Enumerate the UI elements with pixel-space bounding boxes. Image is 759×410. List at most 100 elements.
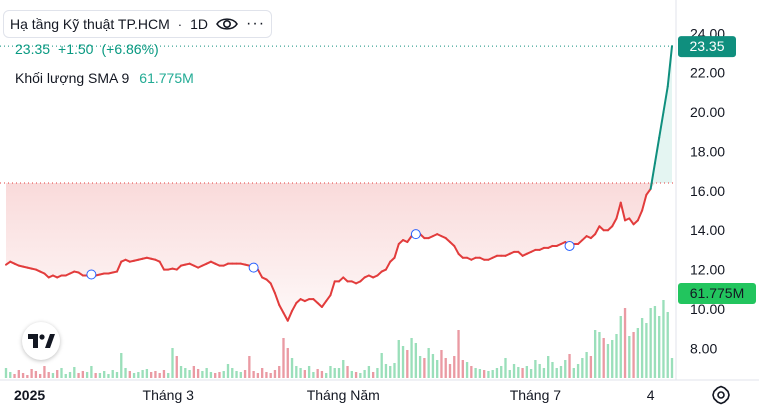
volume-bar: [653, 306, 657, 378]
volume-bar: [354, 372, 358, 378]
y-tick-label: 26.00: [690, 0, 725, 2]
volume-bar: [376, 368, 379, 378]
event-marker[interactable]: [86, 269, 97, 280]
axis-badges: 23.35 61.775M: [678, 36, 756, 304]
x-tick-label: Tháng 3: [143, 387, 195, 403]
volume-bar: [256, 373, 260, 378]
volume-bar: [201, 371, 204, 378]
x-tick-label: 4: [647, 387, 655, 403]
price-line-segment: [256, 268, 264, 279]
price-line-segment: [278, 304, 285, 314]
x-axis: 2025 Tháng 3 Tháng Năm Tháng 7 4: [14, 387, 655, 403]
above-baseline-area: [6, 46, 672, 183]
y-axis: 26.0024.0022.0020.0018.0016.0014.0012.00…: [690, 0, 725, 356]
volume-bar: [534, 360, 537, 378]
volume-bars: [4, 300, 674, 378]
price-line-segment: [653, 136, 661, 165]
volume-sma-value: 61.775M: [139, 70, 194, 86]
settings-gear-icon[interactable]: [711, 385, 731, 405]
volume-bar: [26, 375, 29, 378]
volume-bar: [64, 374, 67, 378]
volume-bar: [418, 356, 422, 378]
y-tick-label: 16.00: [690, 183, 725, 199]
price-line-segment: [628, 217, 635, 226]
volume-bar: [248, 356, 251, 378]
volume-bar: [611, 340, 614, 378]
volume-bar: [564, 360, 567, 378]
volume-bar: [440, 350, 443, 378]
volume-bar: [149, 372, 153, 378]
volume-bar: [640, 318, 644, 378]
volume-bar: [43, 366, 46, 378]
volume-bar: [214, 373, 217, 378]
more-icon[interactable]: ···: [246, 15, 266, 32]
tradingview-logo[interactable]: [22, 322, 60, 360]
volume-bar: [9, 372, 12, 378]
price-line-segment: [320, 300, 328, 308]
volume-bar: [367, 366, 371, 378]
interval-label[interactable]: 1D: [190, 16, 209, 32]
volume-bar: [470, 366, 473, 378]
volume-bar: [478, 369, 482, 378]
volume-bar: [346, 366, 349, 378]
volume-bar: [363, 370, 366, 378]
volume-bar: [226, 364, 230, 378]
event-markers[interactable]: [86, 229, 575, 280]
event-marker[interactable]: [410, 229, 421, 240]
volume-bar: [414, 343, 418, 378]
volume-bar: [508, 370, 511, 378]
volume-bar: [269, 373, 272, 378]
volume-bar: [98, 373, 102, 378]
volume-badge-text: 61.775M: [690, 285, 744, 301]
volume-bar: [410, 338, 413, 378]
volume-bar: [619, 316, 622, 378]
volume-bar: [389, 366, 392, 378]
volume-bar: [525, 366, 529, 378]
volume-bar: [273, 370, 277, 378]
volume-bar: [162, 370, 166, 378]
volume-bar: [77, 373, 80, 378]
eye-icon[interactable]: [216, 16, 238, 32]
price-line-segment: [645, 187, 652, 196]
volume-bar: [265, 372, 268, 378]
volume-bar: [491, 370, 494, 378]
volume-bar: [68, 372, 72, 378]
volume-bar: [649, 308, 652, 378]
volume-bar: [593, 330, 597, 378]
volume-bar: [606, 344, 610, 378]
volume-bar: [581, 358, 584, 378]
event-marker[interactable]: [248, 262, 259, 273]
volume-bar: [487, 371, 490, 378]
volume-bar: [128, 371, 131, 378]
y-tick-label: 8.00: [690, 340, 717, 356]
volume-bar: [423, 358, 426, 378]
volume-bar: [94, 373, 97, 378]
volume-bar: [384, 364, 388, 378]
volume-bar: [34, 371, 38, 378]
volume-bar: [350, 371, 353, 378]
volume-bar: [427, 348, 430, 378]
volume-bar: [47, 372, 50, 378]
volume-bar: [568, 354, 571, 378]
volume-bar: [320, 371, 324, 378]
y-tick-label: 12.00: [690, 262, 725, 278]
volume-bar: [598, 332, 601, 378]
volume-bar: [81, 371, 85, 378]
x-tick-label: Tháng 7: [510, 387, 562, 403]
volume-bar: [312, 372, 315, 378]
volume-bar: [145, 369, 149, 378]
symbol-legend[interactable]: Hạ tầng Kỹ thuật TP.HCM · 1D ···: [3, 10, 273, 38]
price-change-percent: (+6.86%): [101, 41, 159, 57]
price-area: [6, 46, 672, 321]
volume-bar: [141, 370, 144, 378]
price-line-segment: [406, 235, 413, 244]
price-line-segment: [273, 292, 281, 307]
volume-bar: [359, 373, 362, 378]
price-line-segment: [329, 280, 336, 297]
volume-bar: [188, 370, 191, 378]
event-marker[interactable]: [564, 240, 575, 251]
price-line-segment: [649, 162, 656, 190]
volume-bar: [124, 368, 127, 378]
volume-legend[interactable]: Khối lượng SMA 9 61.775M: [15, 70, 194, 86]
